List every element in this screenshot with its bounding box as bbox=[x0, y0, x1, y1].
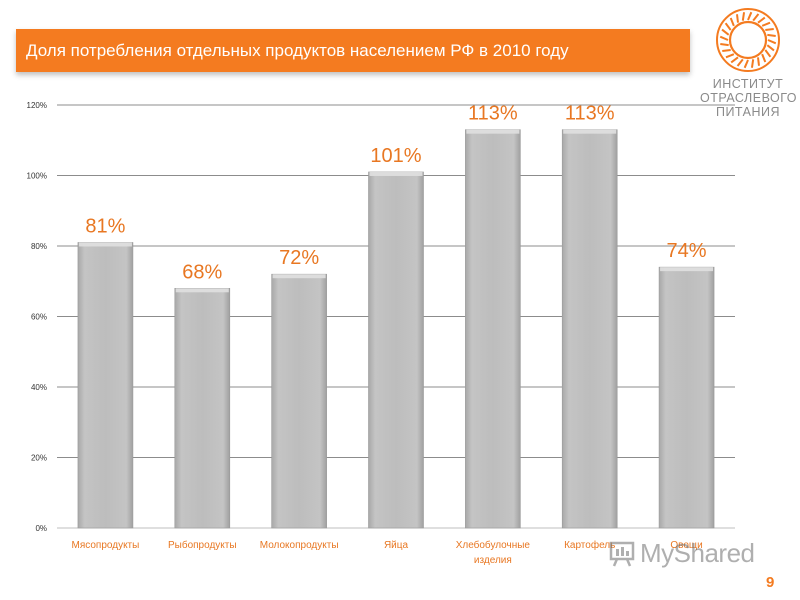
logo-ray bbox=[722, 49, 731, 52]
page-number: 9 bbox=[766, 574, 775, 591]
bar-top-highlight bbox=[272, 274, 326, 279]
category-label: Рыбопродукты bbox=[168, 539, 237, 551]
logo-ray bbox=[747, 11, 753, 21]
logo-ray bbox=[765, 28, 774, 31]
bar-top-highlight bbox=[563, 129, 617, 134]
logo-ray bbox=[761, 53, 767, 63]
y-tick-label: 80% bbox=[31, 242, 47, 251]
logo-ray bbox=[767, 39, 777, 45]
logo-ray bbox=[757, 16, 766, 24]
category-label: Молокопродукты bbox=[260, 540, 339, 551]
bars bbox=[77, 129, 715, 529]
logo-ray bbox=[720, 42, 729, 47]
logo-ray bbox=[719, 35, 729, 41]
logo-line-3: ПИТАНИЯ bbox=[715, 105, 781, 119]
logo-ray bbox=[736, 58, 744, 67]
watermark-text: MyShared bbox=[640, 538, 755, 568]
logo-ray bbox=[766, 44, 775, 52]
value-label: 113% bbox=[565, 103, 615, 125]
bar-top-highlight bbox=[466, 129, 520, 134]
value-label: 72% bbox=[279, 247, 319, 269]
category-label: Овощи bbox=[670, 540, 702, 551]
value-label: 81% bbox=[85, 215, 125, 237]
value-label: 113% bbox=[468, 103, 518, 125]
logo-ray bbox=[736, 14, 739, 23]
logo-ray bbox=[725, 53, 735, 59]
y-tick-label: 20% bbox=[31, 454, 47, 463]
watermark: MyShared bbox=[608, 538, 768, 570]
logo-outer-circle bbox=[716, 8, 780, 72]
page-title: Доля потребления отдельных продуктов нас… bbox=[26, 41, 569, 60]
logo-ray bbox=[764, 49, 772, 58]
value-label: 68% bbox=[182, 261, 222, 283]
bar-top-highlight bbox=[78, 242, 132, 247]
bar bbox=[465, 129, 521, 529]
y-axis-ticks: 0% 20% 40% 60% 80% 100% 120% bbox=[27, 101, 47, 533]
logo-ray bbox=[721, 28, 730, 36]
category-label: Яйца bbox=[384, 540, 409, 551]
bar bbox=[368, 171, 424, 529]
bar-top-highlight bbox=[660, 267, 714, 272]
logo-ray bbox=[767, 33, 776, 38]
bar bbox=[271, 273, 327, 529]
logo-ray bbox=[724, 22, 732, 31]
value-labels: 81% 68% 72% 101% 113% 113% 74% bbox=[85, 103, 706, 284]
logo-ray bbox=[750, 59, 755, 68]
sun-logo-icon bbox=[716, 8, 780, 72]
logo-line-2: ОТРАСЛЕВОГО bbox=[700, 91, 798, 105]
category-label: Хлебобулочные изделия bbox=[456, 539, 531, 566]
logo-inner-circle bbox=[728, 20, 768, 60]
bar-top-highlight bbox=[369, 171, 423, 176]
bar bbox=[174, 287, 231, 529]
logo-ray bbox=[743, 59, 749, 69]
category-label: Картофель bbox=[564, 539, 615, 551]
logo-ray bbox=[729, 17, 735, 27]
logo-ray bbox=[757, 57, 760, 66]
value-label: 101% bbox=[370, 145, 421, 167]
y-tick-label: 100% bbox=[27, 172, 47, 181]
bar bbox=[77, 242, 134, 529]
bar bbox=[658, 266, 715, 529]
logo-ray bbox=[761, 21, 771, 27]
institute-logo: ИНСТИТУТ ОТРАСЛЕВОГО ПИТАНИЯ bbox=[700, 6, 798, 126]
logo-line-1: ИНСТИТУТ bbox=[712, 77, 784, 91]
presentation-board-icon bbox=[609, 541, 635, 567]
y-tick-label: 120% bbox=[27, 101, 47, 110]
y-tick-label: 40% bbox=[31, 383, 47, 392]
logo-ray bbox=[752, 13, 760, 22]
title-bar: Доля потребления отдельных продуктов нас… bbox=[16, 29, 690, 72]
y-tick-label: 60% bbox=[31, 313, 47, 322]
bar-top-highlight bbox=[175, 288, 229, 293]
logo-ray bbox=[741, 12, 746, 21]
category-labels: Мясопродукты Рыбопродукты Молокопродукты Яй… bbox=[72, 539, 703, 566]
value-label: 74% bbox=[667, 240, 707, 262]
bar bbox=[561, 129, 618, 529]
category-label: Мясопродукты bbox=[72, 540, 140, 551]
logo-ray bbox=[730, 56, 739, 64]
y-tick-label: 0% bbox=[35, 524, 47, 533]
